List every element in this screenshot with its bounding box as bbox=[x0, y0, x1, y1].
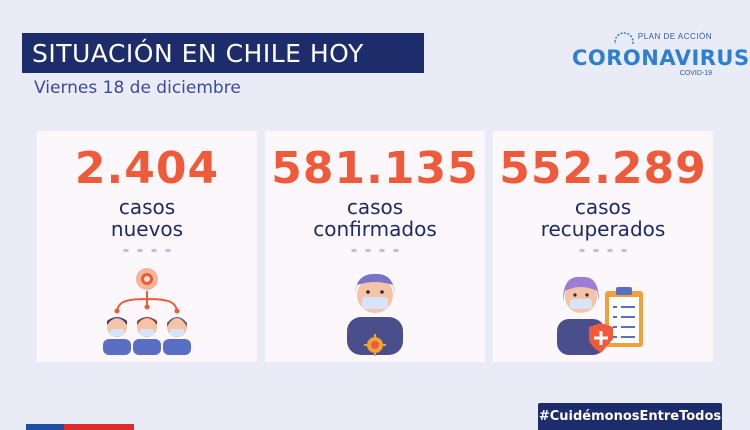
logo-name: CORONAVIRUS bbox=[572, 46, 750, 70]
date-label: Viernes 18 de diciembre bbox=[34, 78, 241, 98]
recovered-cases-value: 552.289 bbox=[499, 143, 707, 194]
confirmed-cases-label-2: confirmados bbox=[313, 217, 437, 241]
card-new-cases: 2.404 casos nuevos bbox=[37, 131, 257, 362]
logo-covid: COVID-19 bbox=[679, 70, 712, 77]
masked-person-icon bbox=[347, 273, 403, 356]
divider-dots bbox=[123, 249, 171, 252]
card-recovered-cases: 552.289 casos recuperados bbox=[493, 131, 713, 362]
seal-icon bbox=[614, 32, 634, 44]
recovered-cases-label-1: casos bbox=[574, 195, 632, 219]
new-cases-label-2: nuevos bbox=[110, 217, 184, 241]
new-cases-label-1: casos bbox=[118, 195, 176, 219]
coronavirus-logo: PLAN DE ACCIÓN CORONAVIRUS COVID-19 bbox=[572, 30, 749, 82]
divider-dots bbox=[579, 249, 627, 252]
hashtag-badge: #CuidémonosEntreTodos bbox=[538, 403, 722, 430]
page-title: SITUACIÓN EN CHILE HOY bbox=[32, 38, 364, 68]
chile-flag-stripe bbox=[26, 424, 134, 430]
confirmed-cases-label-1: casos bbox=[346, 195, 404, 219]
recovered-cases-label-2: recuperados bbox=[540, 217, 666, 241]
confirmed-cases-value: 581.135 bbox=[271, 143, 479, 194]
logo-plan: PLAN DE ACCIÓN bbox=[637, 32, 712, 41]
title-banner: SITUACIÓN EN CHILE HOY bbox=[22, 33, 424, 73]
divider-dots bbox=[351, 249, 399, 252]
new-cases-value: 2.404 bbox=[74, 143, 220, 194]
card-confirmed-cases: 581.135 casos confirmados bbox=[265, 131, 485, 362]
people-network-icon bbox=[103, 268, 191, 355]
doctor-clipboard-icon bbox=[557, 276, 643, 355]
